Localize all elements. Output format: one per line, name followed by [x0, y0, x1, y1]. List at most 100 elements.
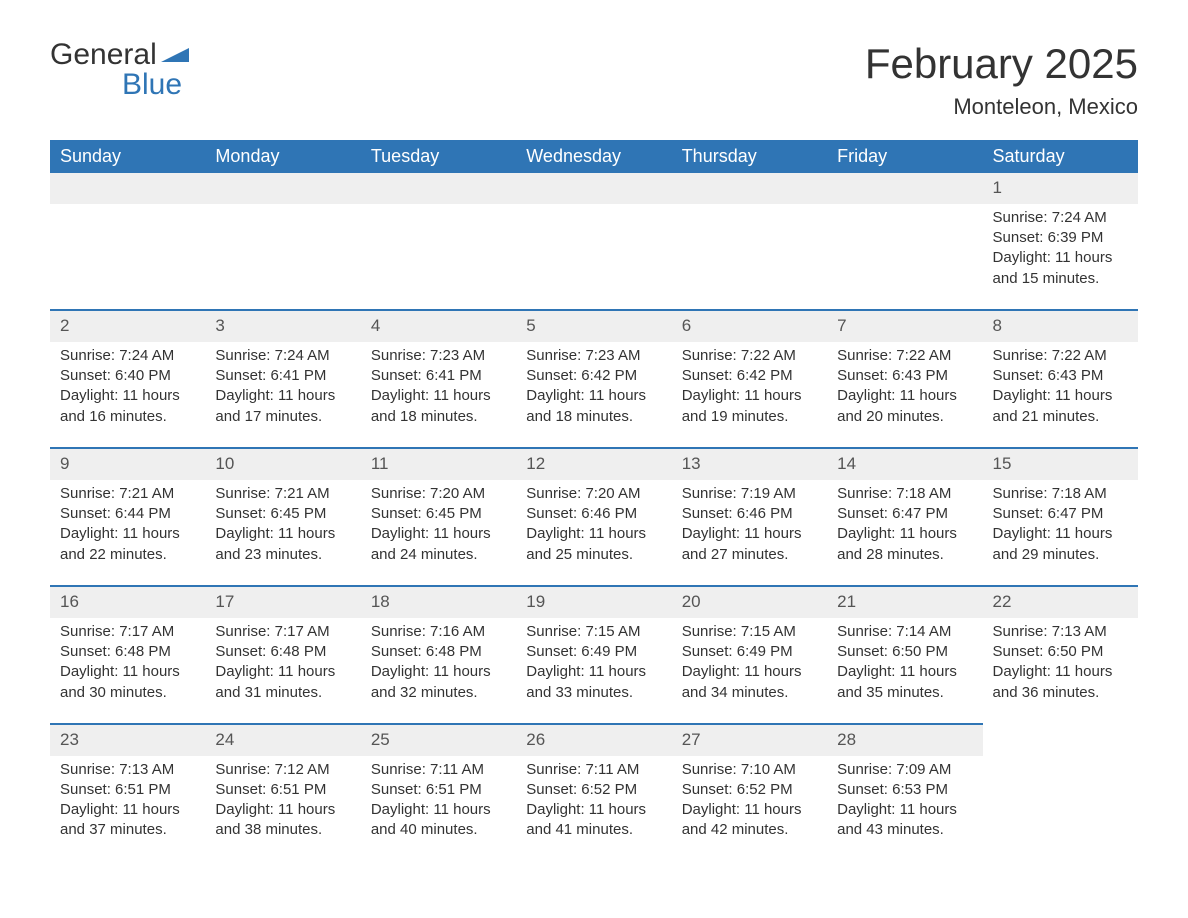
day-number-cell: 9: [50, 448, 205, 480]
day-content-cell: Sunrise: 7:24 AMSunset: 6:41 PMDaylight:…: [205, 342, 360, 448]
day-content-row: Sunrise: 7:24 AMSunset: 6:40 PMDaylight:…: [50, 342, 1138, 448]
day-content-cell: Sunrise: 7:23 AMSunset: 6:42 PMDaylight:…: [516, 342, 671, 448]
sunrise-text: Sunrise: 7:23 AM: [526, 346, 661, 366]
sunrise-text: Sunrise: 7:21 AM: [60, 484, 195, 504]
title-block: February 2025 Monteleon, Mexico: [865, 40, 1138, 120]
day-number-cell: 25: [361, 724, 516, 756]
daylight-text: Daylight: 11 hours and 27 minutes.: [682, 524, 817, 565]
sunrise-text: Sunrise: 7:18 AM: [993, 484, 1128, 504]
sunset-text: Sunset: 6:49 PM: [526, 642, 661, 662]
sunset-text: Sunset: 6:47 PM: [993, 504, 1128, 524]
sunset-text: Sunset: 6:43 PM: [993, 366, 1128, 386]
sunrise-text: Sunrise: 7:18 AM: [837, 484, 972, 504]
day-content-cell: Sunrise: 7:16 AMSunset: 6:48 PMDaylight:…: [361, 618, 516, 724]
daylight-text: Daylight: 11 hours and 23 minutes.: [215, 524, 350, 565]
day-content-row: Sunrise: 7:24 AMSunset: 6:39 PMDaylight:…: [50, 204, 1138, 310]
day-content-cell: Sunrise: 7:20 AMSunset: 6:45 PMDaylight:…: [361, 480, 516, 586]
daylight-text: Daylight: 11 hours and 32 minutes.: [371, 662, 506, 703]
flag-icon: [161, 40, 189, 70]
daylight-text: Daylight: 11 hours and 34 minutes.: [682, 662, 817, 703]
day-content-cell: Sunrise: 7:19 AMSunset: 6:46 PMDaylight:…: [672, 480, 827, 586]
weekday-header-row: SundayMondayTuesdayWednesdayThursdayFrid…: [50, 140, 1138, 173]
day-content-cell: [361, 204, 516, 310]
day-number-cell: [672, 173, 827, 204]
day-number-cell: 21: [827, 586, 982, 618]
brand-logo: General Blue: [50, 40, 189, 100]
day-number-cell: 2: [50, 310, 205, 342]
day-number-cell: [983, 724, 1138, 756]
sunset-text: Sunset: 6:48 PM: [371, 642, 506, 662]
sunset-text: Sunset: 6:45 PM: [215, 504, 350, 524]
daylight-text: Daylight: 11 hours and 18 minutes.: [526, 386, 661, 427]
day-content-cell: Sunrise: 7:10 AMSunset: 6:52 PMDaylight:…: [672, 756, 827, 861]
weekday-header: Wednesday: [516, 140, 671, 173]
day-number-cell: [50, 173, 205, 204]
day-content-cell: Sunrise: 7:15 AMSunset: 6:49 PMDaylight:…: [516, 618, 671, 724]
day-number-cell: 26: [516, 724, 671, 756]
day-content-cell: Sunrise: 7:14 AMSunset: 6:50 PMDaylight:…: [827, 618, 982, 724]
sunrise-text: Sunrise: 7:16 AM: [371, 622, 506, 642]
day-content-cell: [672, 204, 827, 310]
day-number-cell: [205, 173, 360, 204]
day-number-cell: 11: [361, 448, 516, 480]
day-content-cell: Sunrise: 7:17 AMSunset: 6:48 PMDaylight:…: [50, 618, 205, 724]
sunrise-text: Sunrise: 7:24 AM: [60, 346, 195, 366]
day-number-cell: [361, 173, 516, 204]
day-content-cell: [205, 204, 360, 310]
sunrise-text: Sunrise: 7:20 AM: [371, 484, 506, 504]
location-label: Monteleon, Mexico: [865, 94, 1138, 120]
day-number-row: 232425262728: [50, 724, 1138, 756]
sunrise-text: Sunrise: 7:22 AM: [682, 346, 817, 366]
daylight-text: Daylight: 11 hours and 31 minutes.: [215, 662, 350, 703]
day-content-cell: Sunrise: 7:11 AMSunset: 6:51 PMDaylight:…: [361, 756, 516, 861]
day-number-cell: 15: [983, 448, 1138, 480]
daylight-text: Daylight: 11 hours and 29 minutes.: [993, 524, 1128, 565]
sunset-text: Sunset: 6:42 PM: [682, 366, 817, 386]
daylight-text: Daylight: 11 hours and 22 minutes.: [60, 524, 195, 565]
day-number-cell: 23: [50, 724, 205, 756]
day-number-row: 1: [50, 173, 1138, 204]
sunrise-text: Sunrise: 7:19 AM: [682, 484, 817, 504]
sunset-text: Sunset: 6:41 PM: [371, 366, 506, 386]
weekday-header: Tuesday: [361, 140, 516, 173]
day-content-cell: [50, 204, 205, 310]
sunset-text: Sunset: 6:51 PM: [215, 780, 350, 800]
sunset-text: Sunset: 6:47 PM: [837, 504, 972, 524]
day-number-row: 9101112131415: [50, 448, 1138, 480]
daylight-text: Daylight: 11 hours and 18 minutes.: [371, 386, 506, 427]
day-number-cell: 16: [50, 586, 205, 618]
day-content-cell: [983, 756, 1138, 861]
day-content-cell: Sunrise: 7:21 AMSunset: 6:45 PMDaylight:…: [205, 480, 360, 586]
sunrise-text: Sunrise: 7:22 AM: [837, 346, 972, 366]
day-content-cell: Sunrise: 7:21 AMSunset: 6:44 PMDaylight:…: [50, 480, 205, 586]
sunset-text: Sunset: 6:48 PM: [215, 642, 350, 662]
day-number-cell: 18: [361, 586, 516, 618]
day-content-cell: Sunrise: 7:24 AMSunset: 6:39 PMDaylight:…: [983, 204, 1138, 310]
sunset-text: Sunset: 6:45 PM: [371, 504, 506, 524]
weekday-header: Sunday: [50, 140, 205, 173]
weekday-header: Thursday: [672, 140, 827, 173]
daylight-text: Daylight: 11 hours and 40 minutes.: [371, 800, 506, 841]
daylight-text: Daylight: 11 hours and 33 minutes.: [526, 662, 661, 703]
day-number-cell: 1: [983, 173, 1138, 204]
sunrise-text: Sunrise: 7:17 AM: [215, 622, 350, 642]
day-content-cell: [827, 204, 982, 310]
sunrise-text: Sunrise: 7:09 AM: [837, 760, 972, 780]
daylight-text: Daylight: 11 hours and 25 minutes.: [526, 524, 661, 565]
weekday-header: Monday: [205, 140, 360, 173]
daylight-text: Daylight: 11 hours and 17 minutes.: [215, 386, 350, 427]
day-content-cell: Sunrise: 7:23 AMSunset: 6:41 PMDaylight:…: [361, 342, 516, 448]
day-number-cell: 3: [205, 310, 360, 342]
sunrise-text: Sunrise: 7:21 AM: [215, 484, 350, 504]
daylight-text: Daylight: 11 hours and 15 minutes.: [993, 248, 1128, 289]
daylight-text: Daylight: 11 hours and 36 minutes.: [993, 662, 1128, 703]
daylight-text: Daylight: 11 hours and 37 minutes.: [60, 800, 195, 841]
day-number-cell: 12: [516, 448, 671, 480]
sunset-text: Sunset: 6:50 PM: [837, 642, 972, 662]
day-number-cell: 28: [827, 724, 982, 756]
sunset-text: Sunset: 6:53 PM: [837, 780, 972, 800]
day-content-cell: Sunrise: 7:20 AMSunset: 6:46 PMDaylight:…: [516, 480, 671, 586]
sunset-text: Sunset: 6:52 PM: [526, 780, 661, 800]
day-number-cell: 22: [983, 586, 1138, 618]
daylight-text: Daylight: 11 hours and 41 minutes.: [526, 800, 661, 841]
